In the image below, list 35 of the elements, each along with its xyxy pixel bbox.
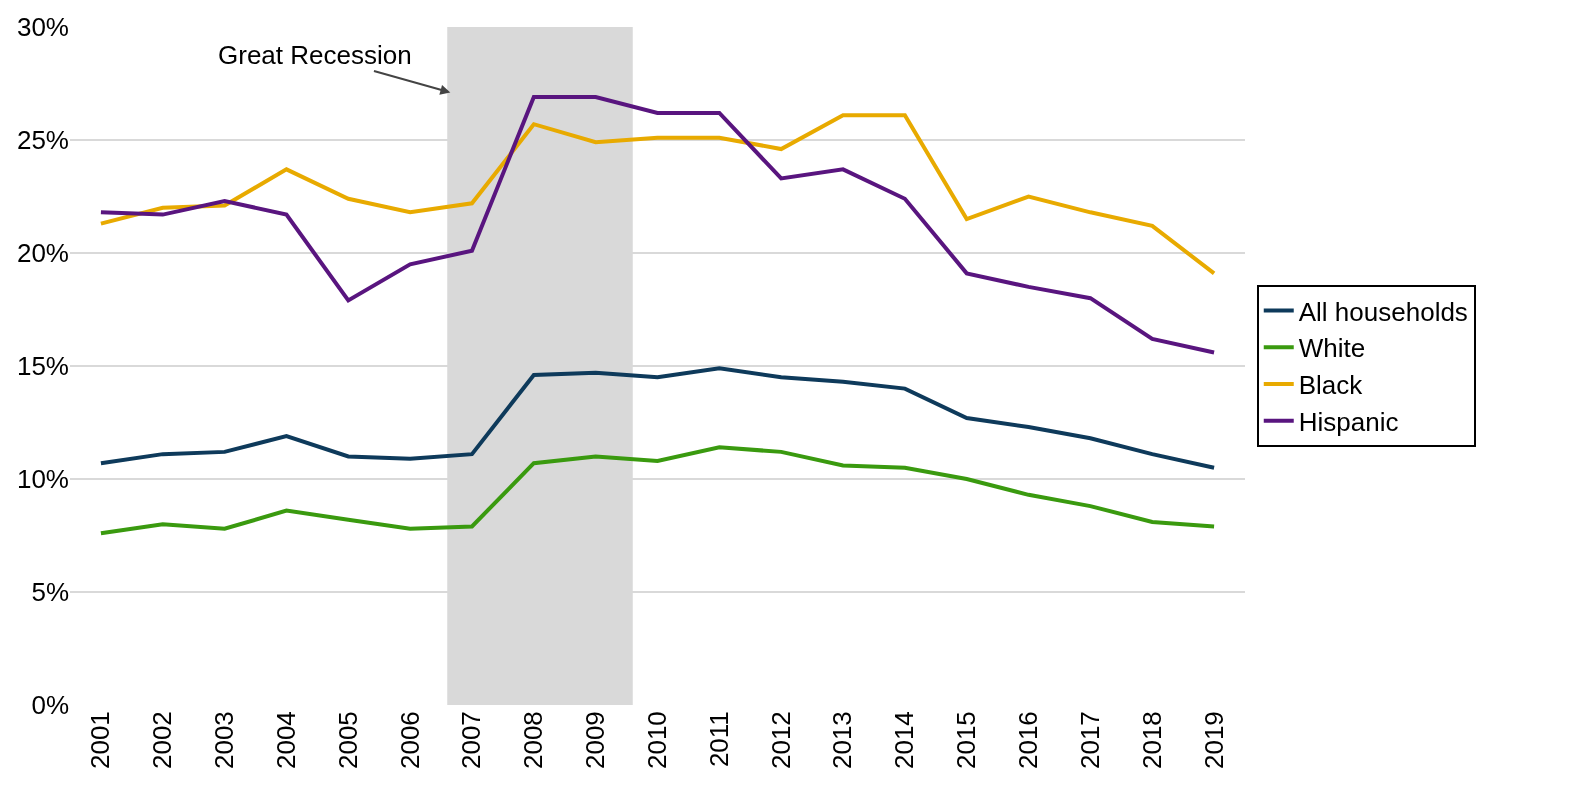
x-tick-label: 2010	[641, 711, 672, 770]
line-series	[98, 366, 1217, 470]
x-tick-label: 2014	[889, 711, 920, 770]
x-tick-label: 2008	[518, 711, 549, 770]
y-tick-label: 15%	[16, 351, 69, 382]
y-tick-label: 10%	[16, 464, 69, 495]
line-series	[98, 445, 1217, 536]
x-tick-label: 2004	[270, 711, 301, 770]
y-tick-label: 5%	[31, 577, 69, 608]
x-tick-label: 2001	[85, 711, 116, 770]
x-tick-label: 2017	[1074, 711, 1105, 770]
x-tick-label: 2003	[209, 711, 240, 770]
legend-label: White	[1298, 333, 1366, 364]
x-tick-label: 2019	[1198, 711, 1229, 770]
line-series	[98, 95, 1217, 355]
x-tick-label: 2005	[332, 711, 363, 770]
y-tick-label: 20%	[16, 238, 69, 269]
x-tick-label: 2015	[951, 711, 982, 770]
line-series	[98, 113, 1217, 276]
x-tick-label: 2002	[147, 711, 178, 770]
legend-label: All households	[1298, 296, 1468, 327]
legend-label: Black	[1298, 370, 1364, 401]
x-tick-label: 2011	[703, 711, 734, 768]
annotation: Great Recession	[218, 40, 412, 70]
x-tick-label: 2018	[1136, 711, 1167, 770]
y-tick-label: 0%	[31, 690, 69, 721]
x-tick-label: 2012	[765, 711, 796, 770]
x-tick-label: 2007	[456, 711, 487, 770]
legend-label: Hispanic	[1298, 406, 1399, 437]
y-tick-label: 30%	[16, 12, 69, 43]
x-tick-label: 2016	[1013, 711, 1043, 770]
y-tick-label: 25%	[16, 125, 69, 156]
x-tick-label: 2006	[394, 711, 425, 770]
x-tick-label: 2009	[580, 711, 611, 770]
x-tick-label: 2013	[827, 711, 858, 770]
